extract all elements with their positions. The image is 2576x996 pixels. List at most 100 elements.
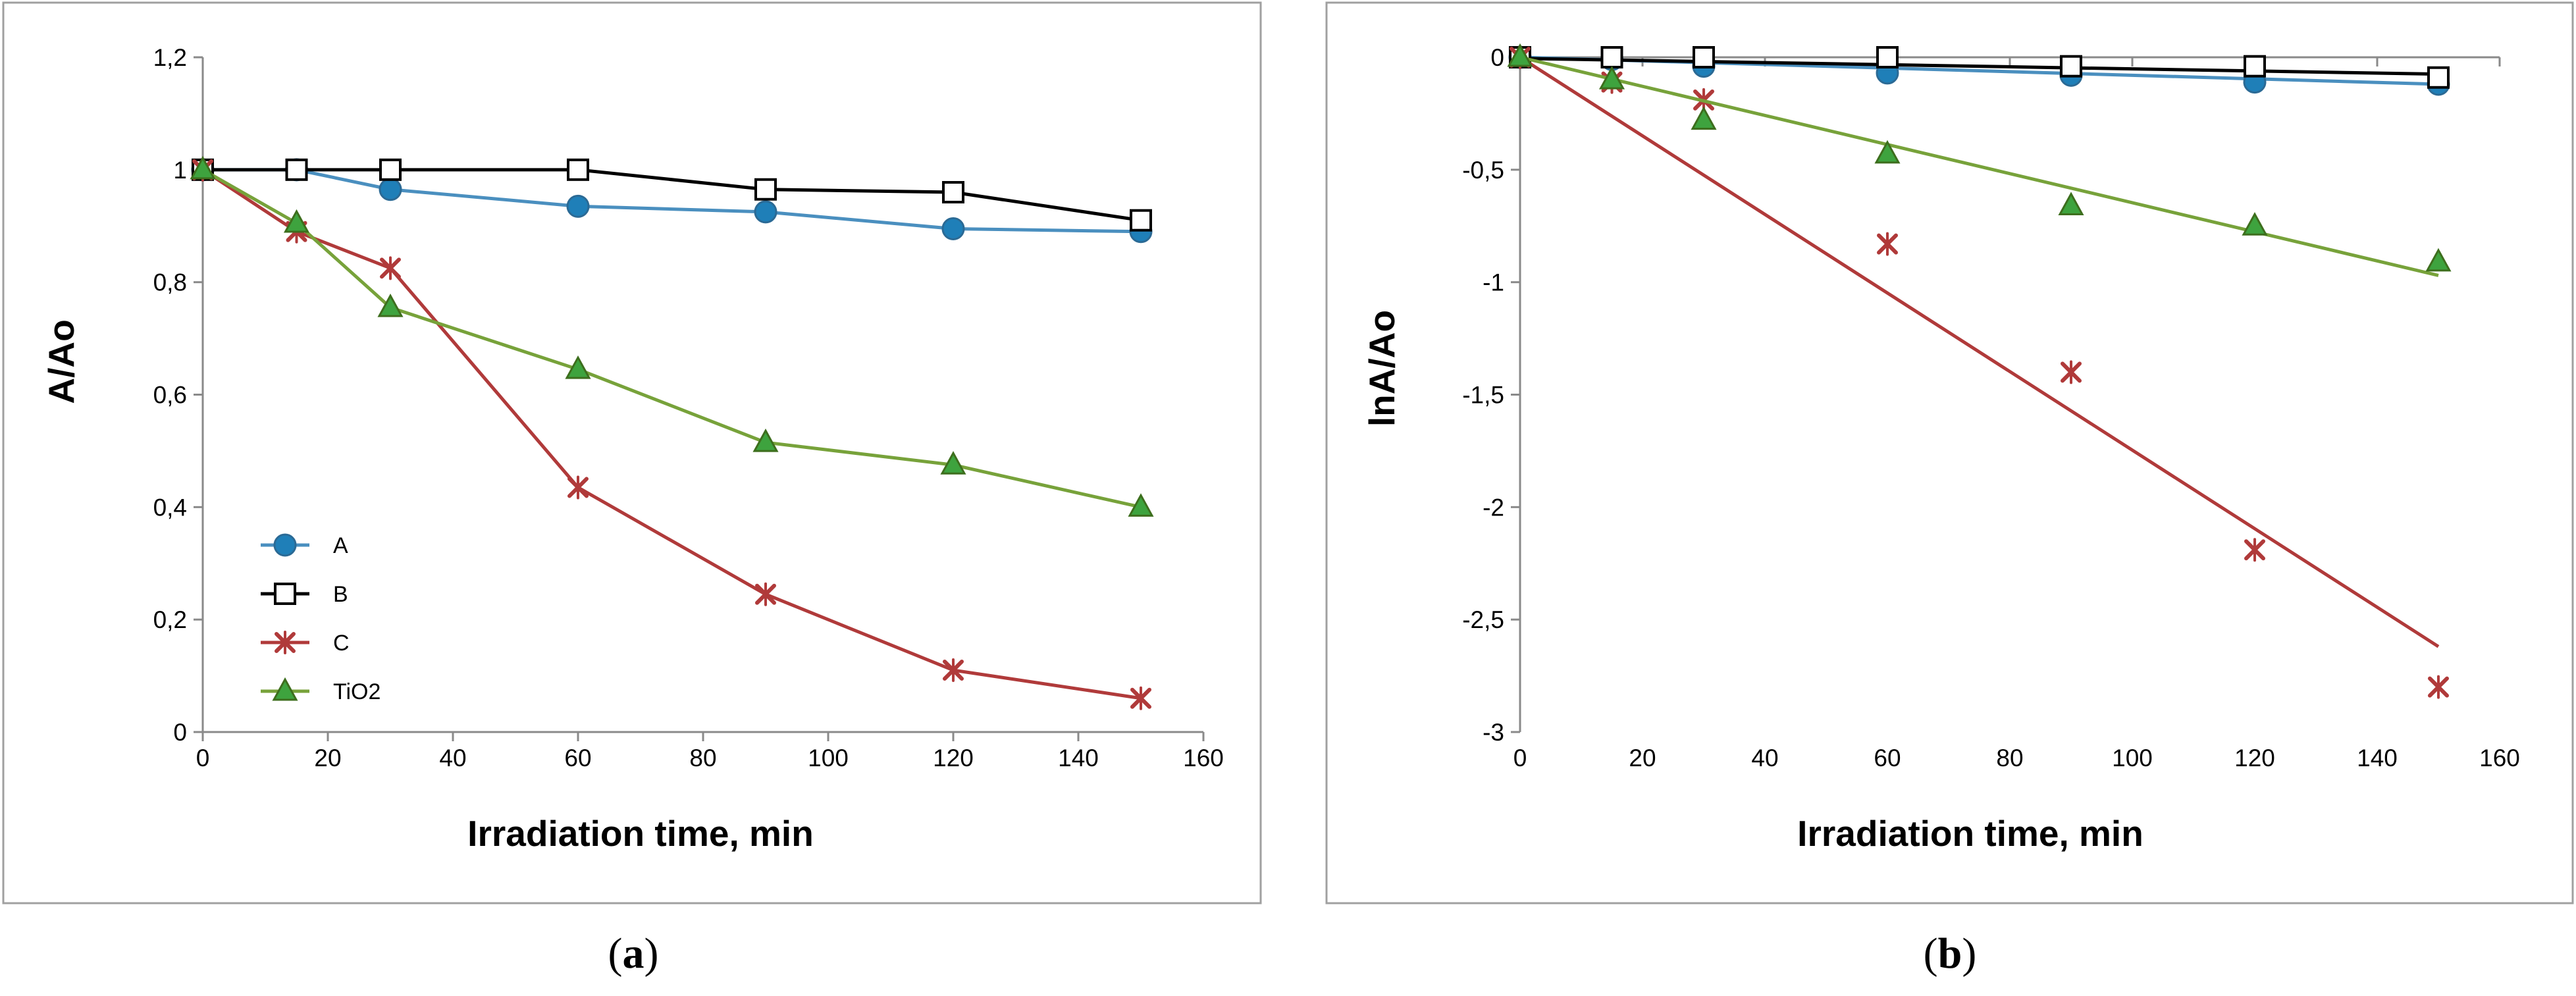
y-tick-label: 1 xyxy=(173,157,187,184)
data-point-c xyxy=(1130,686,1151,710)
y-tick-label: 0,8 xyxy=(153,269,187,296)
y-axis-title: lnA/Ao xyxy=(1361,310,1402,427)
data-point-b xyxy=(285,158,308,181)
series-b xyxy=(192,158,1152,232)
x-tick-label: 60 xyxy=(1874,745,1901,772)
data-point-b xyxy=(942,181,964,203)
y-tick-label: -3 xyxy=(1483,719,1504,746)
chart-a: 0 0,2 0,4 0,6 0,8 1 1,2 0 20 40 60 80 100 120 140 160 Ir… xyxy=(41,44,1224,854)
trendline-tio2 xyxy=(1519,55,2439,277)
trendline-c xyxy=(1519,55,2440,648)
x-tick-label: 80 xyxy=(1996,745,2023,772)
data-point-c xyxy=(943,658,964,683)
data-point-c xyxy=(2244,538,2265,562)
data-point-b xyxy=(1130,209,1152,232)
x-tick-label: 100 xyxy=(808,745,849,772)
data-point-c xyxy=(567,475,589,500)
data-point-tio2 xyxy=(1598,66,1625,90)
x-tick-label: 140 xyxy=(2357,745,2398,772)
panel-a-open: ( xyxy=(608,930,623,978)
data-point-tio2 xyxy=(2242,212,2268,236)
data-point-tio2 xyxy=(2058,192,2084,215)
legend-label-a: A xyxy=(333,533,348,558)
x-tick-label: 20 xyxy=(1629,745,1656,772)
x-tick-label: 40 xyxy=(439,745,466,772)
x-tick-label: 0 xyxy=(1513,745,1527,772)
data-point-c xyxy=(2061,360,2082,384)
legend-marker-a xyxy=(273,533,297,557)
data-point-c xyxy=(755,582,776,606)
legend-marker-tio2 xyxy=(272,677,298,701)
data-point-b xyxy=(2244,55,2266,78)
series-tio2 xyxy=(190,155,1154,517)
x-tick-label: 40 xyxy=(1751,745,1778,772)
trendline-b xyxy=(1519,57,2439,76)
data-point-b xyxy=(1693,46,1715,68)
data-point-b xyxy=(1876,46,1899,68)
x-tick-label: 120 xyxy=(2234,745,2275,772)
legend-label-tio2: TiO2 xyxy=(333,679,381,704)
legend: ABC TiO2 xyxy=(261,533,381,704)
panel-a-close: ) xyxy=(644,930,659,978)
data-point-tio2 xyxy=(1128,493,1154,517)
data-point-tio2 xyxy=(283,209,310,233)
data-point-tio2 xyxy=(1507,43,1533,67)
y-tick-label: 0,2 xyxy=(153,606,187,633)
data-point-a xyxy=(754,200,777,224)
data-point-b xyxy=(754,178,777,201)
x-tick-label: 80 xyxy=(689,745,716,772)
x-tick-label: 160 xyxy=(1183,745,1224,772)
legend-marker-b xyxy=(274,583,296,605)
data-point-tio2 xyxy=(1874,140,1901,164)
y-tick-label: 1,2 xyxy=(153,44,187,71)
data-point-c xyxy=(380,256,401,280)
chart-b: 0 -0,5 -1 -1,5 -2 -2,5 -3 0 20 40 60 80 100 120 140 160… xyxy=(1361,43,2520,854)
legend-label-b: B xyxy=(333,582,348,607)
panel-b-frame xyxy=(1325,1,2574,904)
data-point-tio2 xyxy=(190,155,216,180)
x-tick-label: 140 xyxy=(1058,745,1099,772)
panel-a-label: (a) xyxy=(608,930,659,978)
y-tick-label: 0 xyxy=(1490,44,1504,71)
data-point-c xyxy=(2428,675,2449,699)
data-point-tio2 xyxy=(377,293,404,317)
data-point-tio2 xyxy=(752,428,779,452)
data-point-tio2 xyxy=(1691,106,1717,130)
y-tick-label: -2,5 xyxy=(1462,606,1504,633)
legend-marker-c xyxy=(275,631,296,654)
legend-label-c: C xyxy=(333,631,350,656)
data-point-tio2 xyxy=(2425,248,2452,272)
data-point-b xyxy=(379,158,402,181)
panel-b-label: (b) xyxy=(1924,930,1977,978)
data-point-b xyxy=(2427,66,2450,89)
x-axis-title: Irradiation time, min xyxy=(467,813,814,854)
y-tick-label: -0,5 xyxy=(1462,157,1504,184)
panel-b-open: ( xyxy=(1924,930,1938,978)
y-tick-label: 0,4 xyxy=(153,494,187,521)
x-axis-title: Irradiation time, min xyxy=(1797,813,2143,854)
data-point-a xyxy=(379,178,402,201)
y-tick-label: 0 xyxy=(173,719,187,746)
data-point-b xyxy=(567,158,589,181)
data-point-a xyxy=(941,217,965,241)
data-point-a xyxy=(566,194,590,218)
y-tick-label: 0,6 xyxy=(153,382,187,409)
y-axis-title: A/Ao xyxy=(41,319,82,404)
y-tick-label: -2 xyxy=(1483,494,1504,521)
data-point-tio2 xyxy=(565,355,591,379)
y-tick-label: -1 xyxy=(1483,269,1504,296)
x-tick-label: 20 xyxy=(314,745,341,772)
panel-a-frame xyxy=(2,1,1262,904)
data-point-b xyxy=(2060,55,2082,78)
panel-b-close: ) xyxy=(1962,930,1976,978)
x-tick-label: 160 xyxy=(2479,745,2520,772)
panel-b-letter: b xyxy=(1938,930,1962,978)
x-tick-label: 100 xyxy=(2112,745,2153,772)
series-tio2 xyxy=(1507,43,2452,277)
panel-a-letter: a xyxy=(623,930,644,978)
x-tick-label: 60 xyxy=(564,745,591,772)
x-tick-label: 0 xyxy=(196,745,210,772)
data-point-b xyxy=(1600,46,1623,68)
y-tick-label: -1,5 xyxy=(1462,382,1504,409)
